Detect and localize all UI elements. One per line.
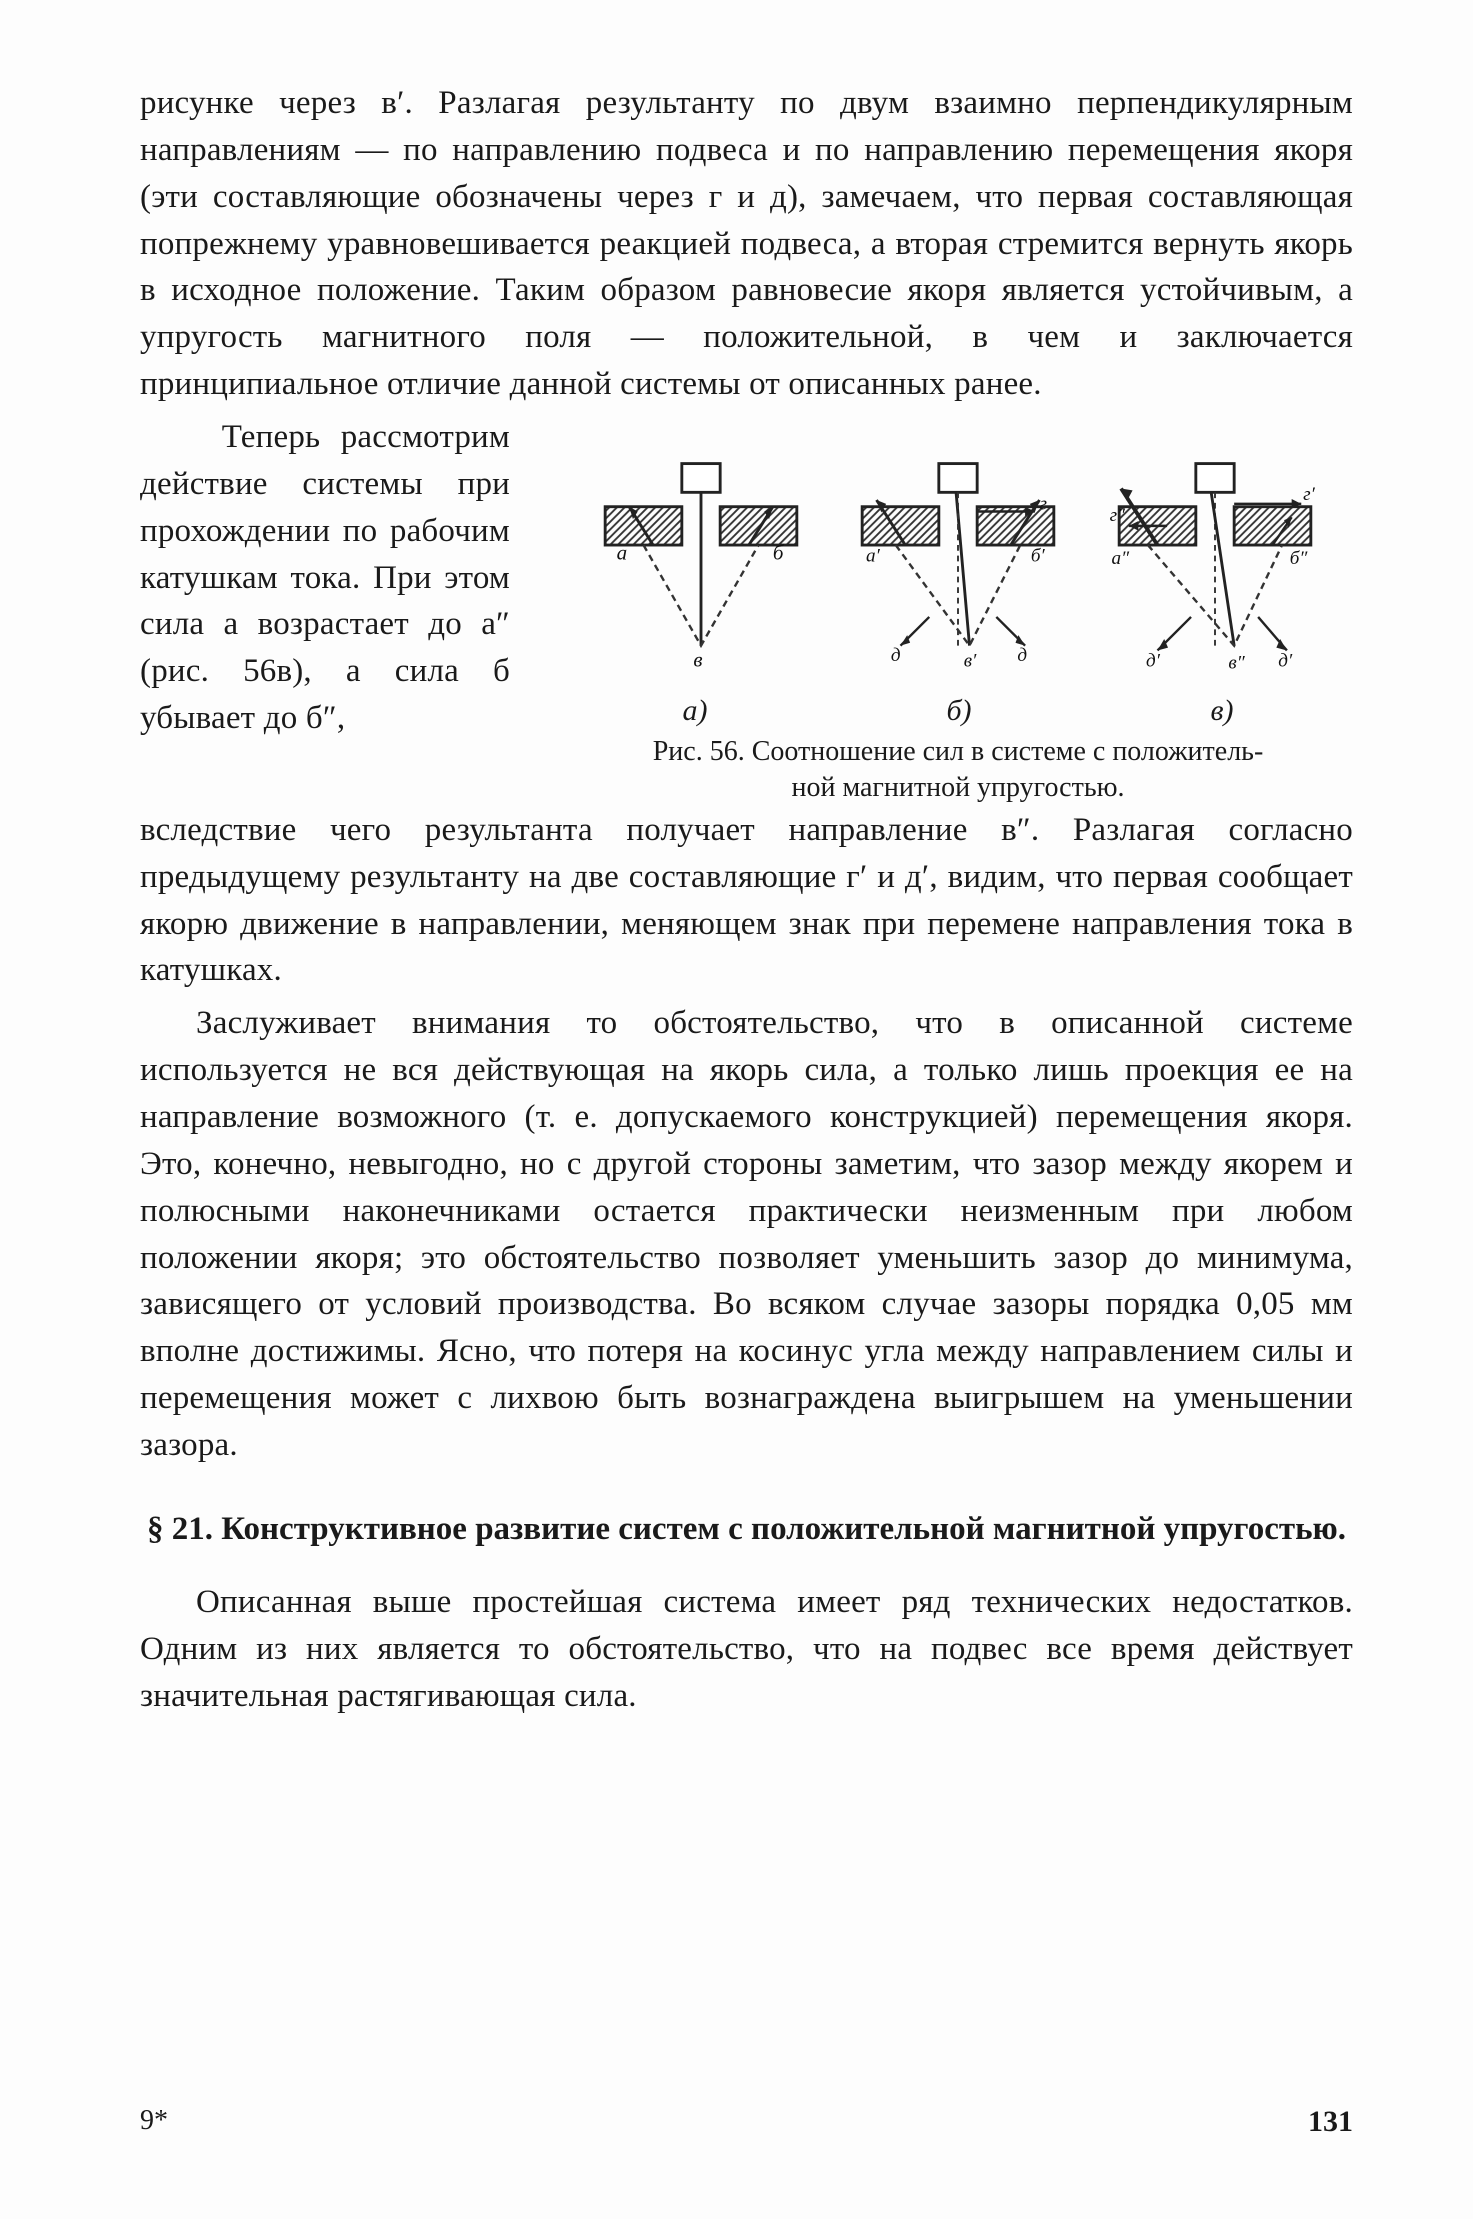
paragraph-3: Заслуживает внимания то обстоятельство, … (140, 1000, 1353, 1469)
page: рисунке через в′. Разлагая результанту п… (0, 0, 1473, 2219)
figure-56-v: а″ б″ д′ д′ в″ г′ г″ (1086, 424, 1343, 684)
figure-sublabels: а) б) в) (563, 688, 1353, 728)
svg-text:д′: д′ (1146, 651, 1161, 672)
svg-text:г′: г′ (1303, 484, 1315, 505)
fig-label-b: б) (946, 694, 971, 728)
figure-caption: Рис. 56. Соотношение сил в системе с пол… (563, 734, 1353, 807)
svg-text:г″: г″ (1109, 505, 1125, 526)
figure-56-b: а′ б′ д д в′ г (830, 424, 1087, 684)
paragraph-2: вследствие чего результанта получает нап… (140, 807, 1353, 994)
left-text-column: Теперь рассмотрим действие системы при п… (140, 414, 510, 742)
figure-56-a-svg: а б в (586, 454, 816, 684)
paragraph-1: рисунке через в′. Разлагая результанту п… (140, 80, 1353, 408)
svg-text:в′: в′ (964, 651, 977, 672)
footer-signature-mark: 9* (140, 2105, 168, 2139)
fig-a-label-b: б (773, 540, 785, 564)
fig-label-a: а) (682, 694, 707, 728)
svg-text:в″: в″ (1228, 653, 1245, 674)
figure-56-a: а б в (573, 424, 830, 684)
figure-56-b-svg: а′ б′ д д в′ г (843, 454, 1073, 684)
svg-text:г: г (1039, 494, 1047, 515)
page-number: 131 (1308, 2105, 1353, 2139)
figure-float-block: а б в (140, 414, 1353, 807)
svg-text:а″: а″ (1111, 548, 1130, 569)
figure-caption-line1: Рис. 56. Соотношение сил в системе с пол… (653, 736, 1264, 767)
fig-a-label-a: а (617, 540, 628, 564)
figure-56: а б в (563, 414, 1353, 807)
page-footer: 9* 131 (140, 2105, 1353, 2139)
svg-text:б′: б′ (1031, 545, 1046, 566)
figure-56-v-svg: а″ б″ д′ д′ в″ г′ г″ (1100, 454, 1330, 684)
svg-text:б″: б″ (1289, 548, 1308, 569)
fig-label-v: в) (1211, 694, 1234, 728)
figure-row: а б в (563, 414, 1353, 688)
svg-text:д′: д′ (1278, 651, 1293, 672)
paragraph-4: Описанная выше простейшая система имеет … (140, 1579, 1353, 1720)
svg-text:а′: а′ (866, 545, 881, 566)
svg-text:д: д (891, 645, 901, 666)
section-21-heading: § 21. Конструктивное развитие систем с п… (140, 1507, 1353, 1552)
fig-a-label-v: в (694, 648, 703, 672)
svg-text:д: д (1017, 645, 1027, 666)
figure-caption-line2: ной магнитной упругостью. (791, 772, 1124, 803)
